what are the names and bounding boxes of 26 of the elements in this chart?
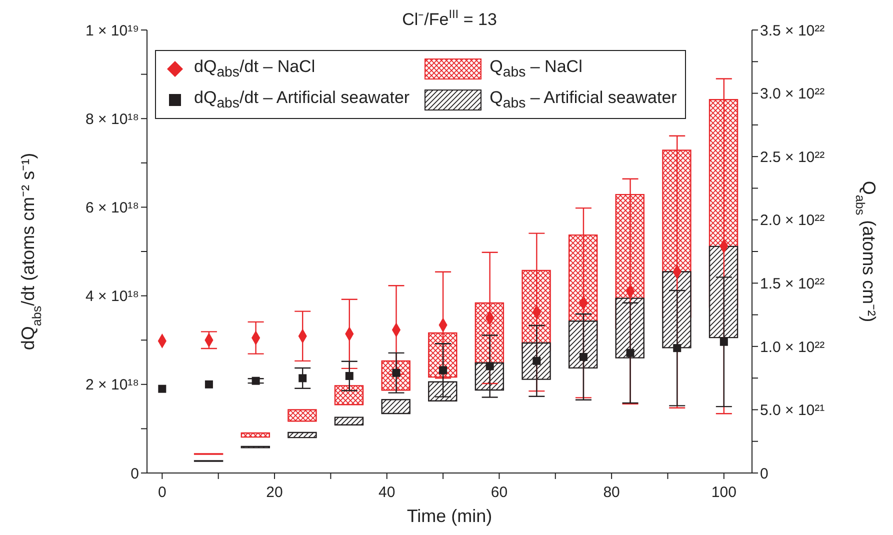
legend-label: Q$_{abs}$ – NaCl	[490, 57, 582, 80]
x-tick-label: 80	[603, 484, 620, 501]
x-tick-label: 40	[378, 484, 396, 501]
y2-tick-label: 5.0 × 10²¹	[760, 402, 825, 420]
y-tick-label: 4 × 10¹⁸	[86, 288, 139, 306]
chart-title: Cl⁻/Fe$^{III}$ = 13	[402, 7, 497, 29]
y2-tick-label: 1.5 × 10²²	[760, 275, 825, 292]
y2-tick-label: 1.0 × 10²²	[760, 338, 825, 356]
x-axis-title: Time (min)	[406, 506, 492, 526]
legend-label: dQ$_{abs}$/dt – Artificial seawater	[194, 88, 410, 112]
y2-tick-label: 3.5 × 10²²	[760, 22, 825, 40]
y-tick-label: 0	[130, 465, 139, 482]
y2-tick-label: 2.5 × 10²²	[760, 148, 825, 166]
legend-label: Q$_{abs}$ – Artificial seawater	[490, 88, 677, 112]
y-tick-label: 2 × 10¹⁸	[86, 376, 139, 394]
y-tick-label: 8 × 10¹⁸	[86, 110, 139, 128]
y2-tick-label: 2.0 × 10²²	[760, 212, 825, 230]
y-tick-label: 6 × 10¹⁸	[86, 200, 139, 217]
x-tick-label: 60	[490, 484, 508, 501]
legend-label: dQ$_{abs}$/dt – NaCl	[194, 57, 316, 80]
y-tick-label: 1 × 10¹⁹	[85, 22, 139, 40]
y2-tick-label: 0	[760, 465, 768, 482]
y2-tick-label: 3.0 × 10²²	[760, 86, 825, 103]
x-tick-label: 100	[711, 484, 736, 501]
x-tick-label: 20	[266, 484, 283, 501]
x-tick-label: 0	[158, 484, 166, 501]
